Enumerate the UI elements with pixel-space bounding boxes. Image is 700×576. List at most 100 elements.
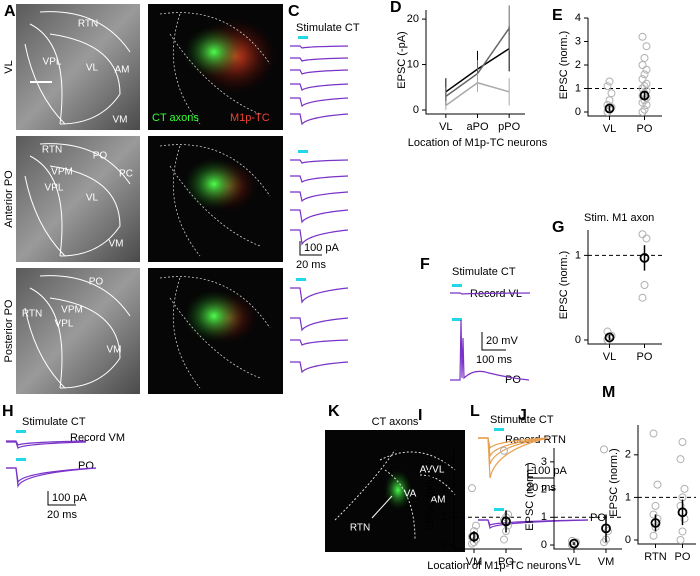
data-point [638,75,647,84]
scale-bar [481,332,506,351]
data-point [642,65,651,74]
mean-point [639,253,650,263]
data-point [468,484,476,493]
mean-point [650,518,661,528]
data-point [649,510,658,519]
mean-point [677,507,688,518]
brain-slice [16,4,140,130]
data-point [653,480,662,489]
axis [587,230,662,345]
region-label: PO [93,151,108,162]
outline [334,449,456,541]
stimulus [16,458,26,461]
data-point [676,536,685,544]
y-tick-label: 2 [625,449,631,461]
region-label: VPL [55,319,74,330]
y-tick-label: 1 [575,82,581,94]
region-label: VL [86,63,99,74]
x-tick-label: VM [598,556,615,568]
y-axis-label: EPSC (norm.) [524,462,536,530]
trace-label: PO [590,512,606,524]
scale-label: 20 ms [296,259,326,271]
trace [6,441,87,449]
y-tick-label: 3 [441,456,447,468]
stimulus [494,508,504,511]
y-tick-label: 0 [575,106,581,118]
trace [290,97,349,108]
data-point [603,327,612,336]
data-point [678,527,687,536]
scale-bar [299,241,322,256]
row-label: Posterior PO [3,299,15,362]
region-label: VM [107,345,122,356]
region-label: AVVL [420,465,445,476]
trace [290,229,349,246]
data-point [638,32,647,41]
trace [290,287,349,304]
data-point [649,429,658,438]
panel-letter: F [420,256,430,273]
panel-letter: D [390,0,402,16]
outline [24,143,131,257]
data-point [651,501,660,510]
trace [478,437,549,479]
arrow [371,495,393,519]
x-tick-label: VL [567,556,580,568]
axis [587,18,662,117]
y-axis-label: EPSC (norm.) [558,31,570,99]
axis [453,448,522,550]
stimulus [16,430,26,433]
data-point [600,445,608,454]
x-tick-label: PO [637,123,653,135]
y-axis-label: EPSC (-pA) [396,31,408,88]
panel-letter: H [2,403,14,420]
region-label: RTN [22,309,42,320]
y-tick-label: 3 [541,456,547,468]
outline [159,144,271,257]
data-point [638,61,647,69]
trace [290,113,349,126]
green-signal [184,26,244,78]
y-tick-label: 0 [541,539,547,551]
stimulus [494,428,504,431]
stimulus [298,150,308,153]
row-label: Anterior PO [3,170,15,228]
x-tick-label: VL [439,121,452,133]
trace [478,437,549,459]
mean-point [604,332,615,343]
panel-letter: A [4,3,16,20]
data-point [472,535,480,544]
region-label: VPM [61,305,83,316]
data-point [638,108,647,116]
x-tick-label: RTN [644,551,666,563]
outline [159,276,271,389]
data-point [603,82,612,91]
stimulus [296,278,306,281]
scale-label: 20 ms [47,509,77,521]
region-label: RTN [42,145,62,156]
image-title: CT axons [372,416,419,428]
y-axis-label: EPSC (norm.) [608,448,620,516]
y-tick-label: 1 [575,249,581,261]
legend-text: M1p-TC [230,112,270,124]
data-point [603,336,612,344]
x-tick-label: pPO [498,121,520,133]
y-tick-label: 1 [441,511,447,523]
green-signal [184,290,244,342]
region-label: VPM [51,167,73,178]
trace [478,437,549,465]
data-point [642,234,651,243]
data-point [640,53,649,62]
green-signal [184,158,244,210]
trace [290,317,349,332]
stimulus [452,318,462,321]
trace [290,57,349,62]
region-label: RTN [350,523,370,534]
row-label: VL [3,60,15,73]
data-point [680,484,689,493]
y-tick-label: 2 [441,483,447,495]
mean-point [501,516,511,527]
brain-slice [16,268,140,394]
brain-slice [16,136,140,262]
x-tick-label: VL [603,123,616,135]
